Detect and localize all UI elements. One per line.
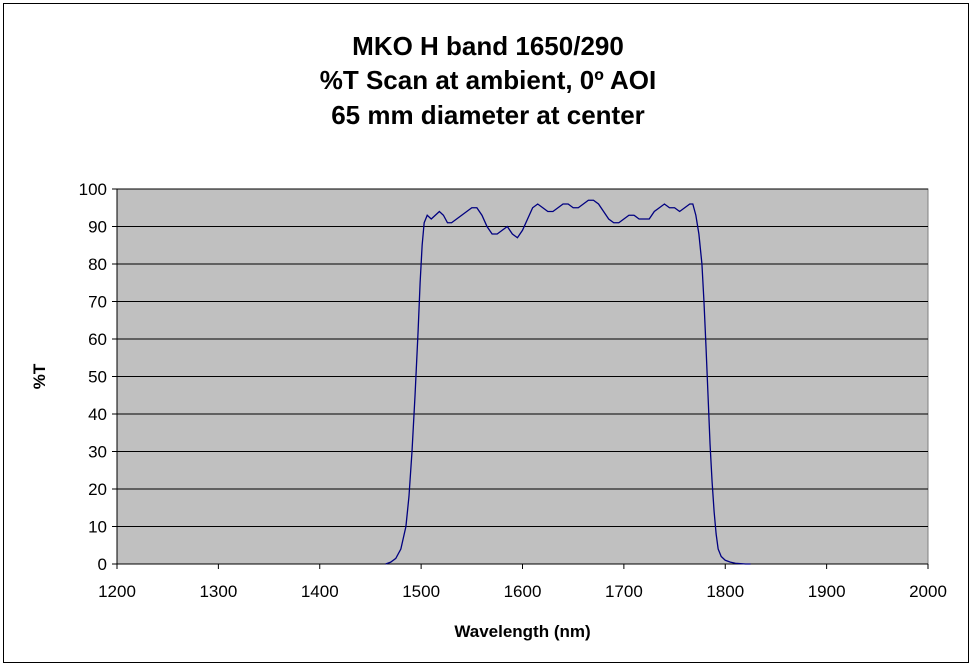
y-tick-label: 50 bbox=[88, 368, 107, 387]
x-tick-label: 1400 bbox=[301, 582, 339, 601]
chart-title-line-2: %T Scan at ambient, 0º AOI bbox=[319, 65, 657, 95]
chart-title-line-1: MKO H band 1650/290 bbox=[352, 31, 624, 61]
x-axis-title: Wavelength (nm) bbox=[454, 622, 590, 641]
y-tick-label: 0 bbox=[98, 555, 107, 574]
x-tick-label: 1200 bbox=[98, 582, 136, 601]
y-tick-label: 60 bbox=[88, 330, 107, 349]
x-tick-label: 1900 bbox=[808, 582, 846, 601]
x-tick-label: 1700 bbox=[605, 582, 643, 601]
y-tick-label: 80 bbox=[88, 255, 107, 274]
series-line bbox=[385, 199, 751, 565]
x-tick-label: 2000 bbox=[909, 582, 947, 601]
x-tick-label: 1800 bbox=[706, 582, 744, 601]
y-tick-label: 30 bbox=[88, 443, 107, 462]
y-tick-label: 20 bbox=[88, 480, 107, 499]
y-tick-label: 90 bbox=[88, 218, 107, 237]
y-tick-label: 40 bbox=[88, 405, 107, 424]
y-axis-ticks: 0 10 20 30 40 50 60 70 80 90 100 bbox=[79, 180, 118, 574]
x-tick-label: 1300 bbox=[199, 582, 237, 601]
y-tick-label: 10 bbox=[88, 518, 107, 537]
x-tick-label: 1600 bbox=[504, 582, 542, 601]
x-tick-label: 1500 bbox=[402, 582, 440, 601]
y-tick-label: 100 bbox=[79, 180, 107, 199]
y-tick-label: 70 bbox=[88, 293, 107, 312]
y-axis-title: %T bbox=[30, 363, 49, 389]
x-axis-ticks: 1200 1300 1400 1500 1600 1700 1800 1900 2000 bbox=[98, 563, 947, 601]
chart-title-line-3: 65 mm diameter at center bbox=[331, 100, 645, 130]
